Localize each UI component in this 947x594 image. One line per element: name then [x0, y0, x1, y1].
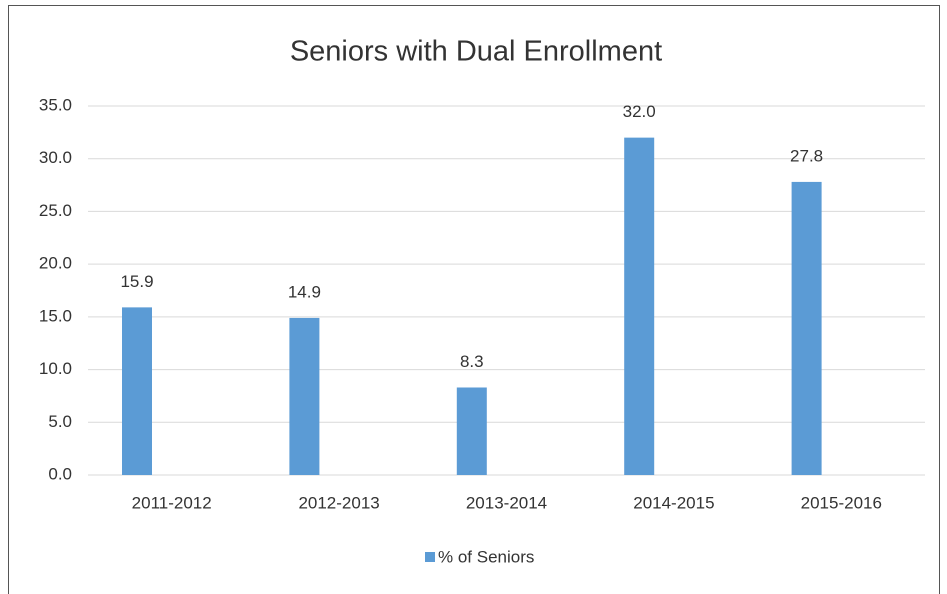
legend-swatch [425, 552, 435, 562]
legend-label: % of Seniors [438, 547, 534, 566]
data-label: 15.9 [120, 272, 153, 291]
x-tick-label: 2011-2012 [132, 493, 212, 512]
y-tick-label: 30.0 [39, 148, 72, 167]
x-tick-label: 2014-2015 [633, 493, 714, 512]
bar [289, 317, 320, 475]
data-label: 32.0 [623, 102, 656, 121]
y-tick-label: 15.0 [39, 306, 72, 325]
chart-title: Seniors with Dual Enrollment [290, 36, 662, 68]
x-tick-label: 2013-2014 [466, 493, 547, 512]
data-label: 27.8 [790, 146, 823, 165]
bar [122, 307, 152, 475]
chart-border [8, 5, 940, 594]
x-tick-label: 2015-2016 [801, 493, 882, 512]
y-tick-label: 10.0 [39, 359, 72, 378]
bar [456, 387, 487, 475]
y-tick-label: 0.0 [48, 464, 72, 483]
bar [624, 137, 655, 475]
x-tick-label: 2012-2013 [298, 493, 379, 512]
data-label: 14.9 [288, 282, 321, 301]
y-tick-label: 20.0 [39, 254, 72, 273]
y-tick-label: 5.0 [48, 412, 72, 431]
y-tick-label: 25.0 [39, 201, 72, 220]
y-tick-label: 35.0 [39, 95, 72, 114]
bar [791, 181, 822, 475]
data-label: 8.3 [460, 352, 484, 371]
